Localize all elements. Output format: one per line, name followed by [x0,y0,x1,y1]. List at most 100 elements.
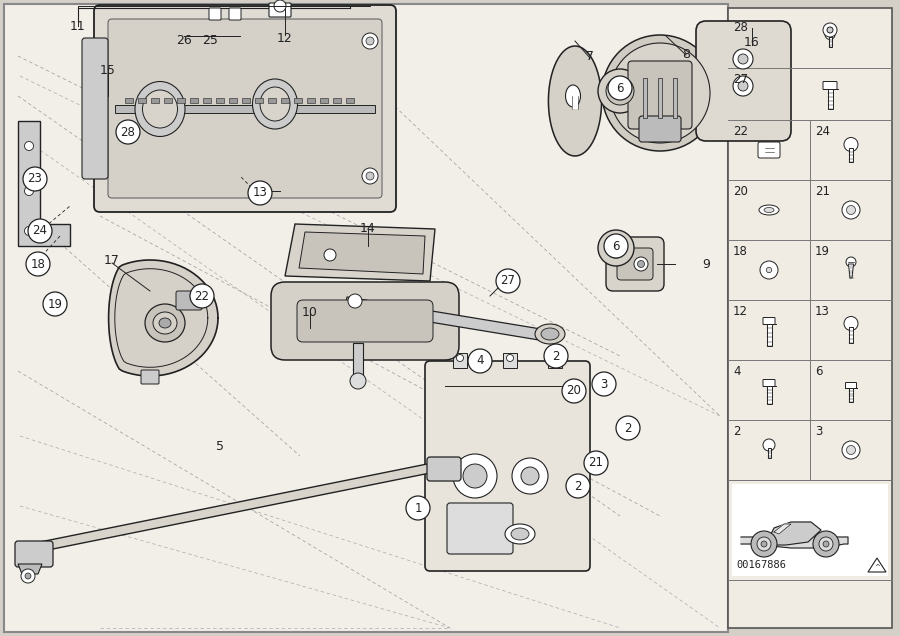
Circle shape [827,27,833,33]
Text: 13: 13 [253,186,267,200]
Circle shape [24,141,33,151]
Circle shape [844,317,858,331]
Text: 19: 19 [48,298,62,310]
Bar [281,98,289,103]
Ellipse shape [145,304,185,342]
Text: 27: 27 [733,73,748,86]
Circle shape [28,219,52,243]
FancyBboxPatch shape [82,38,108,179]
Circle shape [26,252,50,276]
Circle shape [366,172,374,180]
Circle shape [844,137,858,151]
Circle shape [350,373,366,389]
Text: 28: 28 [121,125,135,139]
Circle shape [757,537,771,551]
Bar [346,98,354,103]
Text: 25: 25 [202,34,218,46]
Circle shape [846,257,856,267]
Text: 15: 15 [100,64,116,78]
Polygon shape [774,524,791,534]
Ellipse shape [565,85,581,107]
FancyBboxPatch shape [108,19,382,198]
Text: 18: 18 [31,258,45,270]
Circle shape [584,451,608,475]
Text: 14: 14 [360,221,376,235]
Text: 18: 18 [733,245,748,258]
Circle shape [24,186,33,195]
Bar [177,98,185,103]
Text: 3: 3 [600,378,608,391]
Circle shape [733,76,753,96]
Bar [572,95,578,109]
Circle shape [813,531,839,557]
Text: 3: 3 [815,425,823,438]
Circle shape [738,81,748,91]
Circle shape [23,167,47,191]
Text: 12: 12 [277,32,292,46]
FancyBboxPatch shape [209,8,221,20]
Circle shape [823,23,837,37]
Text: 26: 26 [176,34,192,46]
Text: 10: 10 [302,305,318,319]
Text: 21: 21 [815,185,830,198]
FancyBboxPatch shape [823,81,837,90]
Polygon shape [868,558,886,572]
Ellipse shape [505,524,535,544]
Text: 2: 2 [553,350,560,363]
Ellipse shape [541,328,559,340]
Circle shape [842,441,860,459]
Text: 13: 13 [815,305,830,318]
Text: 2: 2 [733,425,741,438]
Circle shape [847,445,856,455]
Circle shape [763,439,775,451]
Bar [229,98,237,103]
Text: 22: 22 [194,289,210,303]
FancyBboxPatch shape [758,142,780,158]
FancyBboxPatch shape [617,248,653,280]
FancyBboxPatch shape [176,291,202,310]
Polygon shape [18,121,70,246]
Text: 4: 4 [476,354,484,368]
FancyBboxPatch shape [269,3,291,17]
Bar [728,8,892,628]
Text: 16: 16 [744,36,760,50]
Circle shape [21,569,35,583]
Circle shape [324,249,336,261]
Bar [643,78,647,118]
Text: 4: 4 [733,365,741,378]
Bar [203,98,211,103]
Bar [353,343,363,381]
FancyBboxPatch shape [845,382,857,389]
Text: 9: 9 [702,258,710,270]
Bar [320,98,328,103]
Text: 23: 23 [28,172,42,186]
Text: 6: 6 [616,81,624,95]
Bar [849,148,853,162]
Bar [242,98,250,103]
Bar [307,98,315,103]
Bar [503,353,517,368]
Circle shape [766,267,771,273]
Bar [849,327,853,343]
Circle shape [366,37,374,45]
Bar [216,98,224,103]
Circle shape [819,537,833,551]
Circle shape [738,54,748,64]
Circle shape [24,226,33,235]
Circle shape [456,354,464,361]
Polygon shape [345,297,547,341]
Circle shape [552,354,559,361]
Polygon shape [285,224,435,281]
Bar [732,484,888,576]
Text: 7: 7 [586,50,594,62]
Text: 5: 5 [216,439,224,452]
Text: 12: 12 [733,305,748,318]
Text: ^: ^ [874,564,880,570]
Text: 11: 11 [70,20,86,32]
Bar [767,386,771,404]
Circle shape [608,76,632,100]
Text: 28: 28 [733,21,748,34]
Bar [255,98,263,103]
Bar [151,98,159,103]
Bar [829,37,832,47]
